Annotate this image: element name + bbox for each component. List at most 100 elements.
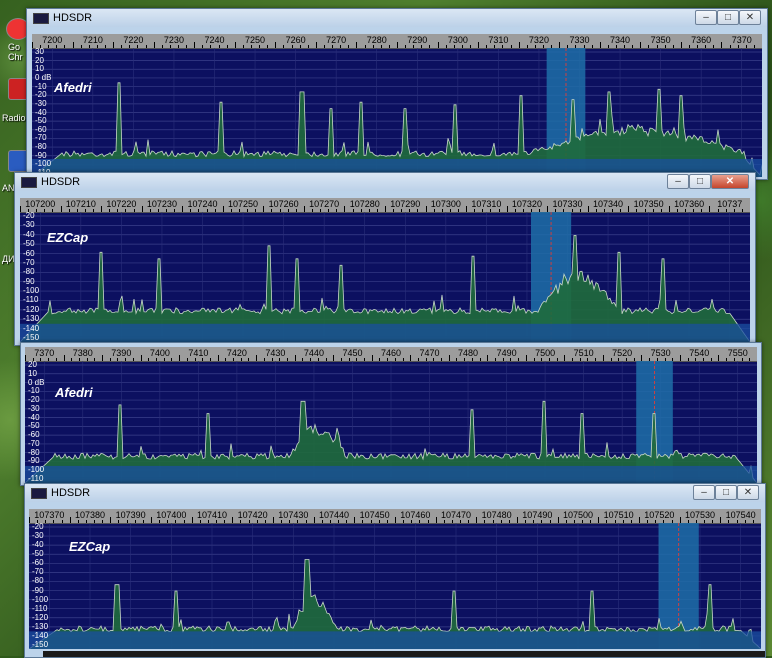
ruler-tick xyxy=(498,209,500,212)
frequency-tick-label: 7320 xyxy=(528,35,549,45)
ruler-tick xyxy=(479,358,481,361)
ruler-tick xyxy=(232,517,234,523)
db-axis-label: -80 xyxy=(23,267,35,277)
ruler-tick xyxy=(86,358,88,361)
db-axis-label: -90 xyxy=(35,150,47,160)
frequency-tick-label: 107420 xyxy=(237,510,268,520)
ruler-tick xyxy=(80,45,82,48)
ruler-tick xyxy=(310,358,312,361)
hdsdr-window-ezcap-2[interactable]: HDSDR – □ ✕ 107370 107380 107390 107400 1074… xyxy=(24,483,766,658)
ruler-tick xyxy=(575,45,577,48)
db-axis-label: -90 xyxy=(23,276,35,286)
ruler-tick xyxy=(248,358,250,361)
frequency-tick-label: 7340 xyxy=(610,35,631,45)
close-button[interactable]: ✕ xyxy=(711,174,749,189)
db-axis-label: -120 xyxy=(32,612,49,622)
ruler-tick xyxy=(171,358,173,361)
ruler-tick xyxy=(145,45,147,48)
db-axis-label: 0 dB xyxy=(35,72,52,82)
ruler-tick xyxy=(194,42,196,48)
ruler-tick xyxy=(599,42,601,48)
close-button[interactable]: ✕ xyxy=(737,485,759,500)
ruler-tick xyxy=(622,520,624,523)
window-titlebar[interactable]: HDSDR – □ ✕ xyxy=(25,484,765,502)
ruler-tick xyxy=(305,520,307,523)
ruler-tick xyxy=(506,206,508,212)
frequency-tick-label: 7230 xyxy=(163,35,184,45)
hdsdr-window-afedri-2[interactable]: 7370 7380 7390 7400 7410 7420 7430 7440 7450 7460… xyxy=(20,342,762,486)
ruler-tick xyxy=(508,520,510,523)
db-axis-label: -60 xyxy=(28,430,40,440)
window-titlebar[interactable]: HDSDR – □ ✕ xyxy=(15,173,755,191)
ruler-tick xyxy=(468,520,470,523)
frequency-tick-label: 7460 xyxy=(380,348,402,358)
ruler-tick xyxy=(289,520,291,523)
ruler-tick xyxy=(677,209,678,212)
frequency-tick-label: 107200 xyxy=(25,199,56,209)
ruler-tick xyxy=(96,45,98,48)
ruler-tick xyxy=(151,517,152,523)
frequency-ruler[interactable]: 7200 7210 7220 7230 7240 7250 7260 7270 7280 7290… xyxy=(32,34,762,49)
ruler-tick xyxy=(325,358,327,361)
ruler-tick xyxy=(364,358,366,361)
maximize-button[interactable]: □ xyxy=(717,10,739,25)
ruler-tick xyxy=(417,358,419,361)
frequency-ruler[interactable]: 107370 107380 107390 107400 107410 107420 1074… xyxy=(29,509,761,524)
ruler-tick xyxy=(557,517,559,523)
close-button[interactable]: ✕ xyxy=(739,10,761,25)
minimize-button[interactable]: – xyxy=(693,485,715,500)
frequency-tick-label: 107280 xyxy=(349,199,380,209)
db-axis-label: -70 xyxy=(23,257,35,267)
ruler-tick xyxy=(125,209,127,212)
ruler-tick xyxy=(40,45,42,48)
ruler-tick xyxy=(555,209,557,212)
ruler-tick xyxy=(178,45,179,48)
ruler-tick xyxy=(137,45,139,48)
db-axis-label: -150 xyxy=(23,333,40,342)
ruler-tick xyxy=(680,42,682,48)
ruler-tick xyxy=(105,45,106,48)
frequency-tick-label: 107380 xyxy=(74,510,106,520)
ruler-tick xyxy=(356,42,358,48)
minimize-button[interactable]: – xyxy=(695,10,717,25)
ruler-tick xyxy=(534,45,536,48)
spectrum-plot[interactable] xyxy=(29,509,761,649)
ruler-tick xyxy=(376,209,378,212)
frequency-ruler[interactable]: 7370 7380 7390 7400 7410 7420 7430 7440 7450 7460… xyxy=(25,347,757,362)
db-axis-label: 0 dB xyxy=(28,377,45,387)
maximize-button[interactable]: □ xyxy=(715,485,737,500)
ruler-tick xyxy=(741,358,743,361)
db-axis-label: 10 xyxy=(28,368,37,378)
ruler-tick xyxy=(741,209,743,212)
ruler-tick xyxy=(533,520,535,523)
db-axis-label: -50 xyxy=(35,116,47,126)
ruler-tick xyxy=(256,520,258,523)
spectrum-panel[interactable]: 107370 107380 107390 107400 107410 107420 1074… xyxy=(29,509,761,649)
ruler-tick xyxy=(726,358,728,361)
ruler-tick xyxy=(273,517,274,523)
spectrum-panel[interactable]: 7200 7210 7220 7230 7240 7250 7260 7270 7280 7290… xyxy=(32,34,762,177)
ruler-tick xyxy=(333,355,335,361)
ruler-tick xyxy=(583,45,585,48)
spectrum-plot[interactable] xyxy=(20,198,750,342)
maximize-button[interactable]: □ xyxy=(689,174,711,189)
spectrum-panel[interactable]: 107200 107210 107220 107230 107240 107250 1072… xyxy=(20,198,750,342)
frequency-ruler[interactable]: 107200 107210 107220 107230 107240 107250 1072… xyxy=(20,198,750,213)
spectrum-plot[interactable] xyxy=(25,347,757,483)
window-titlebar[interactable]: HDSDR – □ ✕ xyxy=(27,9,767,27)
ruler-tick xyxy=(717,209,719,212)
spectrum-trace xyxy=(25,400,757,483)
hdsdr-window-ezcap-1[interactable]: HDSDR – □ ✕ 107200 107210 107220 107230 1072… xyxy=(14,172,756,346)
ruler-tick xyxy=(149,209,151,212)
ruler-tick xyxy=(214,209,216,212)
spectrum-plot[interactable] xyxy=(32,34,762,177)
ruler-tick xyxy=(565,520,567,523)
ruler-tick xyxy=(275,42,277,48)
ruler-tick xyxy=(470,45,471,48)
ruler-tick xyxy=(728,520,730,523)
minimize-button[interactable]: – xyxy=(667,174,689,189)
spectrum-panel[interactable]: 7370 7380 7390 7400 7410 7420 7430 7440 7450 7460… xyxy=(25,347,757,483)
ruler-tick xyxy=(522,209,524,212)
frequency-tick-label: 7200 xyxy=(42,35,63,45)
hdsdr-window-afedri-1[interactable]: HDSDR – □ ✕ 7200 7210 7220 7230 7240 7250 7260… xyxy=(26,8,768,180)
